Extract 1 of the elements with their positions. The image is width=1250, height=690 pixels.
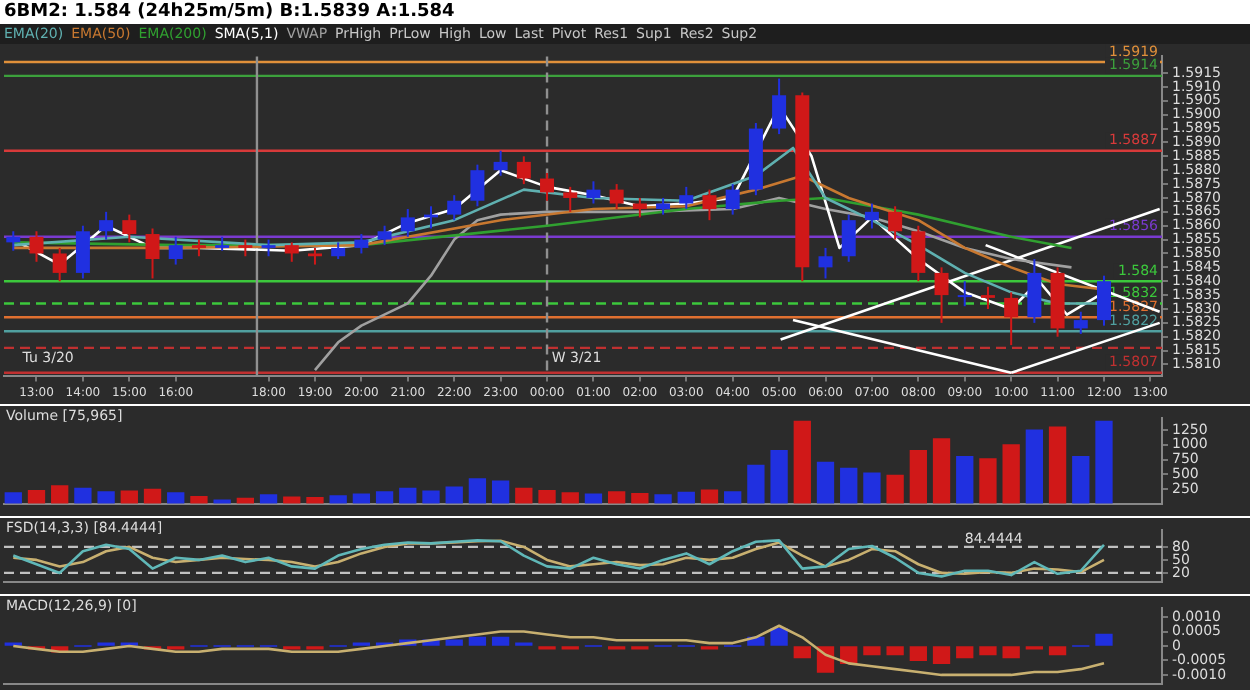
chart-title: 6BM2: 1.584 (24h25m/5m) B:1.5839 A:1.584	[0, 0, 1250, 24]
